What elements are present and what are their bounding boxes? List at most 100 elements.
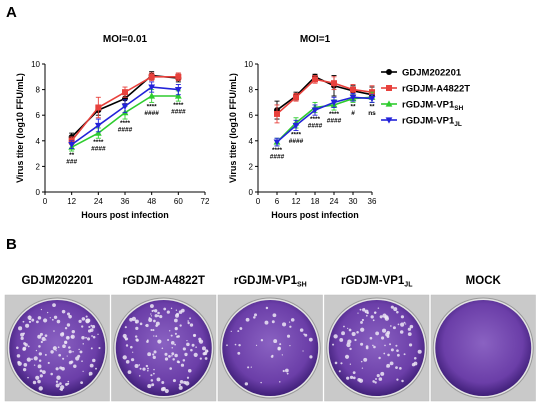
x-tick-label: 12: [67, 197, 76, 206]
well: [9, 300, 106, 396]
x-tick-label: 24: [330, 197, 339, 206]
well: [115, 300, 212, 396]
significance-label: **: [69, 152, 75, 159]
x-tick-label: 30: [349, 197, 358, 206]
significance-label: ####: [289, 138, 304, 145]
data-point: [175, 73, 182, 80]
y-tick-label: 2: [36, 162, 41, 171]
significance-label: ****: [120, 120, 131, 127]
plate-label: GDJM202201: [21, 275, 93, 287]
significance-label: ####: [91, 146, 106, 153]
plate-label-subscript: JL: [404, 282, 413, 289]
x-tick-label: 12: [292, 197, 301, 206]
data-point: [293, 94, 299, 101]
significance-label: ****: [291, 132, 302, 139]
plate-label: MOCK: [466, 275, 502, 287]
plate-label-subscript: SH: [297, 282, 307, 289]
legend-item: rGDJM-VP1SH: [381, 100, 464, 112]
x-tick-label: 18: [311, 197, 320, 206]
x-tick-label: 0: [256, 197, 261, 206]
x-tick-label: 48: [147, 197, 156, 206]
data-point: [148, 73, 155, 80]
legend-label: GDJM202201: [402, 68, 462, 79]
x-tick-label: 60: [174, 197, 183, 206]
y-tick-label: 6: [36, 111, 41, 120]
series-line: [276, 78, 373, 115]
data-point: [311, 107, 319, 114]
x-tick-label: 0: [43, 197, 48, 206]
legend-label-subscript: SH: [454, 105, 463, 112]
plaques: [16, 303, 101, 391]
y-tick-label: 6: [249, 111, 254, 120]
significance-label: ****: [272, 147, 283, 154]
significance-label: ****: [310, 116, 321, 123]
data-point: [274, 110, 280, 117]
legend-marker: [385, 117, 393, 124]
y-tick-label: 0: [36, 188, 41, 197]
significance-label: ****: [329, 111, 340, 118]
chart-title: MOI=0.01: [103, 34, 148, 45]
significance-label: ####: [171, 109, 186, 116]
chart-title: MOI=1: [300, 34, 331, 45]
legend-item: GDJM202201: [381, 68, 462, 79]
data-point: [330, 99, 338, 106]
legend-marker: [386, 69, 392, 75]
significance-label: ###: [66, 159, 77, 166]
x-tick-label: 6: [275, 197, 280, 206]
data-point: [148, 92, 156, 99]
significance-label: ns: [368, 110, 376, 117]
well: [328, 300, 425, 396]
well: [222, 300, 319, 396]
data-point: [148, 84, 156, 91]
y-tick-label: 8: [36, 86, 41, 95]
data-point: [174, 92, 182, 99]
data-point: [94, 129, 102, 136]
legend: GDJM202201 rGDJM-A4822T rGDJM-VP1SH rGDJM-V…: [381, 68, 470, 129]
series-3: [273, 92, 376, 147]
significance-label: ####: [118, 127, 133, 134]
plaques: [122, 304, 209, 394]
data-point: [331, 80, 337, 87]
data-point: [94, 122, 102, 130]
y-tick-label: 2: [249, 162, 254, 171]
x-tick-label: 36: [368, 197, 377, 206]
y-tick-label: 8: [249, 86, 254, 95]
x-axis-label: Hours post infection: [81, 210, 169, 220]
plaques: [332, 305, 422, 384]
y-tick-label: 10: [244, 60, 253, 69]
significance-label: ####: [270, 153, 285, 160]
data-point: [121, 103, 129, 110]
significance-label: ####: [308, 123, 323, 130]
significance-label: ####: [144, 110, 159, 117]
significance-label: **: [350, 103, 356, 110]
significance-label: ****: [93, 139, 104, 146]
well: [435, 300, 532, 396]
x-tick-label: 72: [201, 197, 210, 206]
significance-label: ****: [173, 102, 184, 109]
legend-marker: [386, 85, 392, 91]
data-point: [68, 142, 76, 149]
data-point: [368, 95, 376, 103]
data-point: [122, 89, 128, 96]
legend-label: rGDJM-A4822T: [402, 84, 470, 95]
significance-label: ####: [327, 118, 342, 125]
data-point: [273, 139, 281, 146]
data-point: [349, 94, 357, 101]
panel-a-letter: A: [6, 4, 17, 21]
data-point: [95, 104, 102, 111]
x-axis-label: Hours post infection: [271, 210, 359, 220]
plate-0: GDJM202201: [4, 275, 110, 402]
series-1: [274, 75, 375, 124]
plate-label: rGDJM-VP1SH: [234, 275, 307, 289]
legend-label: rGDJM-VP1JL: [402, 116, 462, 129]
y-tick-label: 4: [36, 137, 41, 146]
plate-3: rGDJM-VP1JL: [324, 275, 430, 402]
plate-1: rGDJM-A4822T: [111, 275, 217, 402]
series-3: [68, 81, 182, 149]
plaques: [226, 306, 313, 386]
significance-label: #: [351, 110, 355, 117]
plate-label: rGDJM-A4822T: [123, 275, 205, 287]
